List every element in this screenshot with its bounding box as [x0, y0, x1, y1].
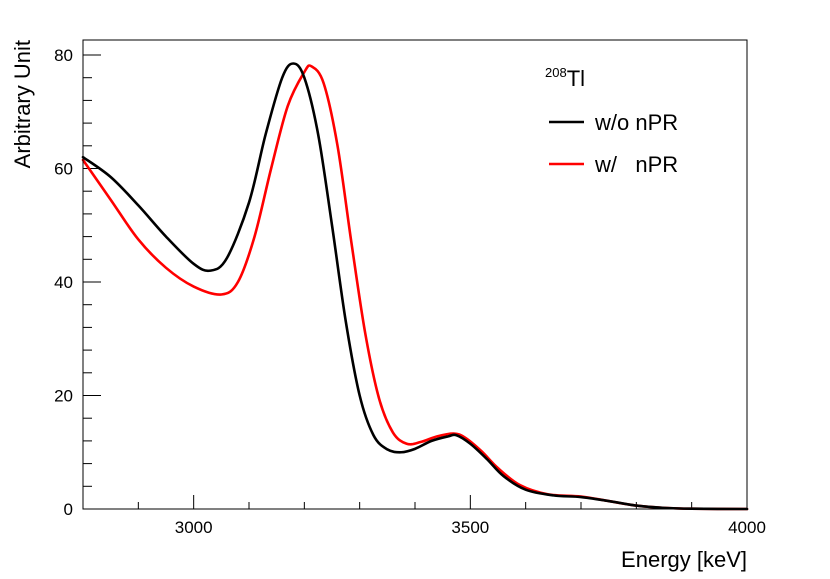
- x-tick-label: 3500: [451, 518, 489, 537]
- legend-header-element: Tl: [567, 66, 585, 91]
- legend-label-wo-npr: w/o nPR: [594, 110, 678, 135]
- x-axis-title: Energy [keV]: [621, 547, 747, 572]
- y-tick-label: 60: [54, 160, 73, 179]
- plot-frame: [82, 39, 748, 510]
- ticks-layer: 0 20 40 60 80 3000 3500 4000: [54, 46, 766, 537]
- legend-header: 208Tl: [545, 65, 585, 91]
- x-tick-label: 4000: [728, 518, 766, 537]
- y-tick-label: 0: [64, 500, 73, 519]
- legend-label-w-npr: w/ nPR: [594, 152, 678, 177]
- y-tick-label: 80: [54, 46, 73, 65]
- legend: 208Tl w/o nPR w/ nPR: [545, 65, 678, 177]
- legend-header-sup: 208: [545, 65, 567, 80]
- y-tick-label: 40: [54, 273, 73, 292]
- y-axis-title: Arbitrary Unit: [10, 40, 35, 168]
- series-layer: [81, 62, 749, 511]
- y-tick-label: 20: [54, 387, 73, 406]
- series-line-wo-npr: [81, 62, 749, 511]
- x-tick-label: 3000: [175, 518, 213, 537]
